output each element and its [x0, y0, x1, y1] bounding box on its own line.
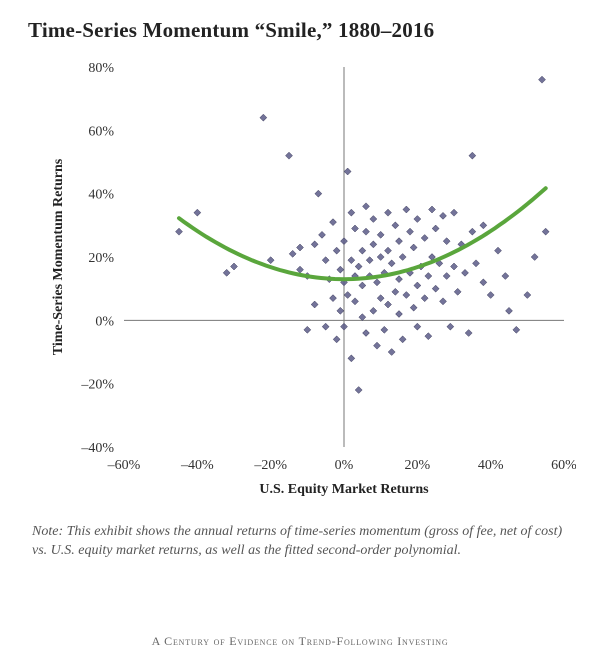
svg-text:–40%: –40% — [180, 458, 214, 473]
chart-svg: –60% –40% –20% 0% 20% 40% 60% –40% –20% 0% 20% 40% 6… — [24, 49, 576, 509]
svg-text:40%: 40% — [478, 458, 504, 473]
svg-text:20%: 20% — [404, 458, 430, 473]
svg-text:–20%: –20% — [80, 378, 114, 393]
svg-text:–40%: –40% — [80, 441, 114, 456]
svg-text:40%: 40% — [88, 188, 114, 203]
page-footer: A Century of Evidence on Trend-Following… — [0, 634, 600, 649]
svg-text:0%: 0% — [335, 458, 354, 473]
chart-note: Note: This exhibit shows the annual retu… — [32, 523, 568, 561]
svg-text:20%: 20% — [88, 251, 114, 266]
svg-text:–60%: –60% — [107, 458, 141, 473]
svg-text:60%: 60% — [551, 458, 576, 473]
svg-text:0%: 0% — [95, 314, 114, 329]
svg-text:60%: 60% — [88, 124, 114, 139]
svg-text:U.S. Equity Market Returns: U.S. Equity Market Returns — [259, 482, 429, 497]
smile-chart: –60% –40% –20% 0% 20% 40% 60% –40% –20% 0% 20% 40% 6… — [24, 49, 576, 509]
page-title: Time-Series Momentum “Smile,” 1880–2016 — [28, 18, 576, 43]
svg-text:Time-Series Momentum Returns: Time-Series Momentum Returns — [51, 158, 66, 355]
svg-text:80%: 80% — [88, 61, 114, 76]
svg-text:–20%: –20% — [253, 458, 287, 473]
